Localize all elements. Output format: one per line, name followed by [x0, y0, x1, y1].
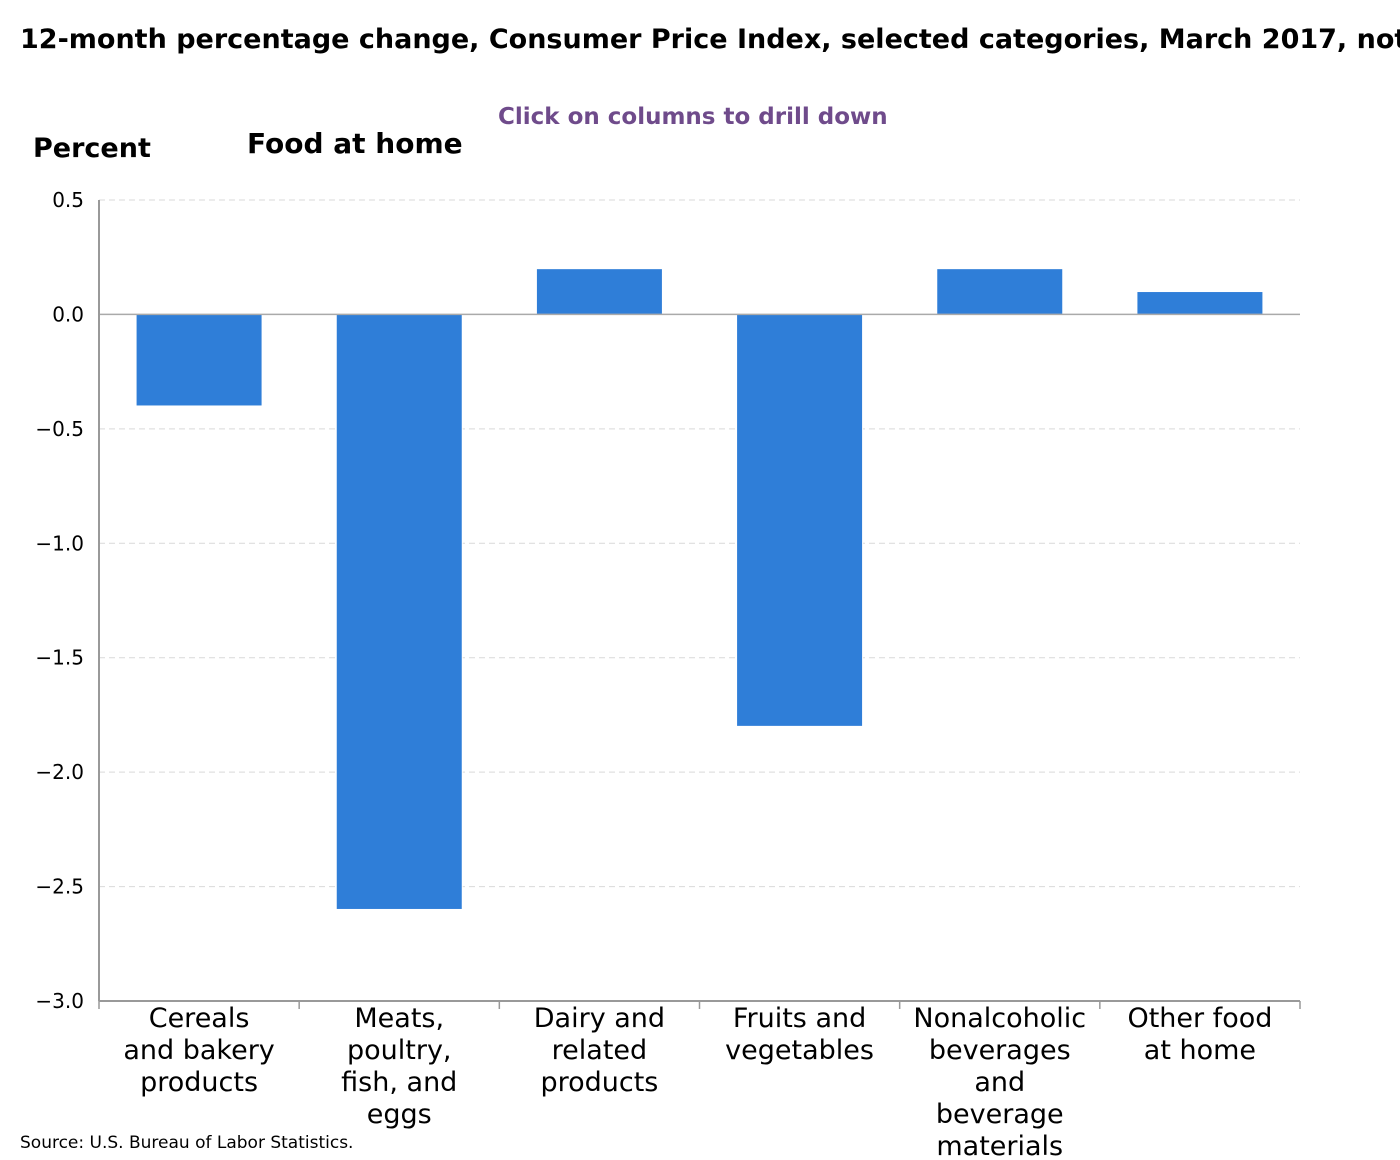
category-label-line: poultry, — [347, 1035, 452, 1066]
category-label-line: vegetables — [725, 1035, 874, 1066]
gridlines — [99, 199, 1300, 888]
y-axis-label: Percent — [33, 133, 151, 164]
bar-5[interactable] — [1136, 291, 1264, 315]
category-label: Dairy and related products — [534, 1003, 665, 1098]
category-label-line: at home — [1144, 1035, 1256, 1066]
bar-1[interactable] — [335, 313, 463, 910]
category-label-line: fish, and — [341, 1067, 457, 1098]
category-label-line: beverages — [929, 1035, 1071, 1066]
category-label-line: Dairy and — [534, 1003, 665, 1034]
category-label: Other food at home — [1127, 1003, 1272, 1066]
category-label-line: Fruits and — [733, 1003, 866, 1034]
y-tick-label: 0.0 — [52, 302, 84, 326]
category-label-line: beverage — [936, 1099, 1064, 1130]
category-label-line: and bakery — [123, 1035, 274, 1066]
bar-3[interactable] — [736, 313, 864, 727]
category-label-line: materials — [936, 1131, 1063, 1160]
category-label-line: Meats, — [354, 1003, 444, 1034]
category-label: Cereals and bakery products — [123, 1003, 274, 1098]
bars — [135, 268, 1264, 910]
y-tick-label: 0.5 — [52, 188, 84, 212]
y-tick-label: −0.5 — [35, 417, 84, 441]
y-tick-label: −2.5 — [35, 875, 84, 899]
category-label-line: Cereals — [149, 1003, 250, 1034]
category-label-line: and — [974, 1067, 1025, 1098]
bar-0[interactable] — [135, 313, 263, 407]
chart-subtitle: Food at home — [247, 127, 463, 160]
y-tick-label: −2.0 — [35, 760, 84, 784]
category-label-line: products — [140, 1067, 258, 1098]
bar-2[interactable] — [535, 268, 663, 315]
drill-down-hint: Click on columns to drill down — [498, 104, 888, 130]
y-tick-label: −1.5 — [35, 646, 84, 670]
category-label-line: related — [552, 1035, 648, 1066]
category-label-line: eggs — [367, 1099, 432, 1130]
y-tick-label: −3.0 — [35, 989, 84, 1013]
category-label-line: Other food — [1127, 1003, 1272, 1034]
category-label: Meats, poultry, fish, and eggs — [341, 1003, 457, 1130]
category-label-line: Nonalcoholic — [913, 1003, 1086, 1034]
bar-4[interactable] — [936, 268, 1064, 315]
category-label-line: products — [540, 1067, 658, 1098]
chart-title: 12-month percentage change, Consumer Pri… — [20, 24, 1400, 55]
category-label: Nonalcoholic beverages and beverage material… — [913, 1003, 1086, 1160]
y-tick-label: −1.0 — [35, 531, 84, 555]
source-note: Source: U.S. Bureau of Labor Statistics. — [20, 1133, 354, 1153]
axes — [98, 200, 1301, 1009]
category-label: Fruits and vegetables — [725, 1003, 874, 1066]
